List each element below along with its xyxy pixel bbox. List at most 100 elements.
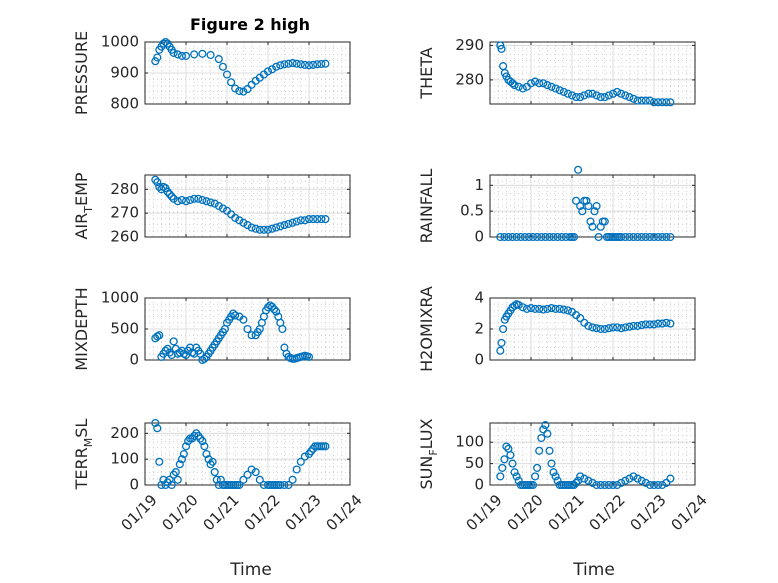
data-point (512, 472, 521, 481)
data-point (292, 217, 301, 226)
data-point (317, 59, 326, 69)
data-point (588, 478, 597, 487)
data-point (539, 425, 548, 434)
data-point (210, 468, 219, 477)
data-point (496, 472, 505, 481)
data-point (235, 216, 244, 225)
data-point (613, 87, 622, 96)
data-point (504, 232, 513, 242)
data-point (300, 60, 309, 69)
data-point (535, 446, 544, 455)
x-tick-label: 01/23 (281, 491, 324, 534)
data-point (617, 478, 626, 487)
data-point (251, 468, 260, 477)
data-point (516, 232, 525, 242)
data-point (608, 480, 618, 490)
data-point (288, 475, 297, 484)
data-point (547, 82, 556, 91)
data-point (526, 304, 536, 313)
data-point (637, 321, 646, 330)
x-tick-label: 01/23 (626, 491, 669, 534)
data-point (304, 61, 314, 70)
x-axis-label-right: Time (572, 560, 615, 580)
data-point (200, 442, 209, 451)
data-point (645, 232, 654, 242)
data-point (167, 192, 176, 201)
data-point (592, 324, 601, 333)
data-point (173, 50, 182, 59)
x-tick-label: 01/19 (117, 491, 160, 534)
data-point (584, 321, 593, 330)
y-tick-label: 0 (129, 351, 139, 369)
data-point (549, 468, 558, 477)
data-point (247, 80, 256, 89)
data-point (555, 86, 564, 95)
data-point (497, 338, 506, 347)
data-point (194, 194, 203, 203)
data-point (649, 232, 659, 242)
data-point (227, 78, 236, 87)
data-point (539, 305, 548, 314)
data-point (662, 478, 671, 487)
axes-box (489, 422, 696, 486)
x-axis-label-left: Time (229, 560, 272, 580)
subplot-5: 0 500 1000 MIXDEPTH (72, 287, 351, 371)
data-point (300, 216, 309, 225)
data-point (181, 197, 191, 206)
data-point (531, 304, 540, 313)
data-point (621, 91, 630, 100)
y-axis-label-subscript: F (427, 449, 440, 455)
data-point (531, 472, 540, 481)
x-tick-label: 01/22 (240, 491, 283, 534)
data-point (206, 50, 215, 60)
data-point (537, 433, 546, 443)
y-axis-label-rest: EMP (72, 172, 91, 206)
data-point (545, 232, 554, 242)
data-point (572, 478, 581, 487)
data-point (662, 232, 671, 242)
data-point (520, 232, 529, 242)
data-point (268, 302, 277, 311)
data-point (637, 96, 646, 105)
data-point (662, 98, 671, 107)
data-point (576, 314, 585, 323)
data-point (222, 70, 232, 79)
y-tick-label: 1000 (101, 33, 139, 51)
data-point (268, 65, 277, 74)
data-point (202, 197, 211, 206)
data-point (666, 232, 675, 242)
data-point (514, 82, 523, 91)
axes-box (489, 41, 696, 105)
data-point (613, 480, 622, 490)
data-point (557, 232, 566, 242)
data-point (247, 223, 256, 232)
subplot-1: 800 900 1000 PRESSURE (72, 31, 351, 115)
y-axis-label: RAINFALL (417, 169, 436, 244)
data-point (304, 215, 314, 224)
data-point (259, 225, 268, 234)
data-point (231, 311, 240, 320)
data-point (231, 84, 240, 93)
x-tick-label: 01/21 (544, 491, 587, 534)
data-point (173, 475, 182, 484)
data-point (321, 59, 330, 68)
data-point (165, 190, 174, 199)
data-point (572, 196, 581, 205)
data-point (321, 442, 330, 451)
data-point (590, 207, 599, 216)
data-point (165, 348, 174, 357)
data-point (561, 232, 570, 242)
data-point (649, 98, 659, 107)
y-tick-label: 0 (474, 228, 484, 246)
y-axis-label-main: SUN (417, 456, 436, 490)
data-point (218, 204, 227, 213)
data-point (292, 59, 301, 68)
data-point (578, 207, 587, 216)
data-point (499, 324, 508, 334)
data-point (239, 315, 248, 324)
data-point (531, 77, 540, 86)
y-axis-label: AIRTEMP (72, 172, 95, 239)
x-tick-label: 01/22 (585, 491, 628, 534)
data-point (198, 437, 207, 446)
data-point (569, 480, 579, 490)
